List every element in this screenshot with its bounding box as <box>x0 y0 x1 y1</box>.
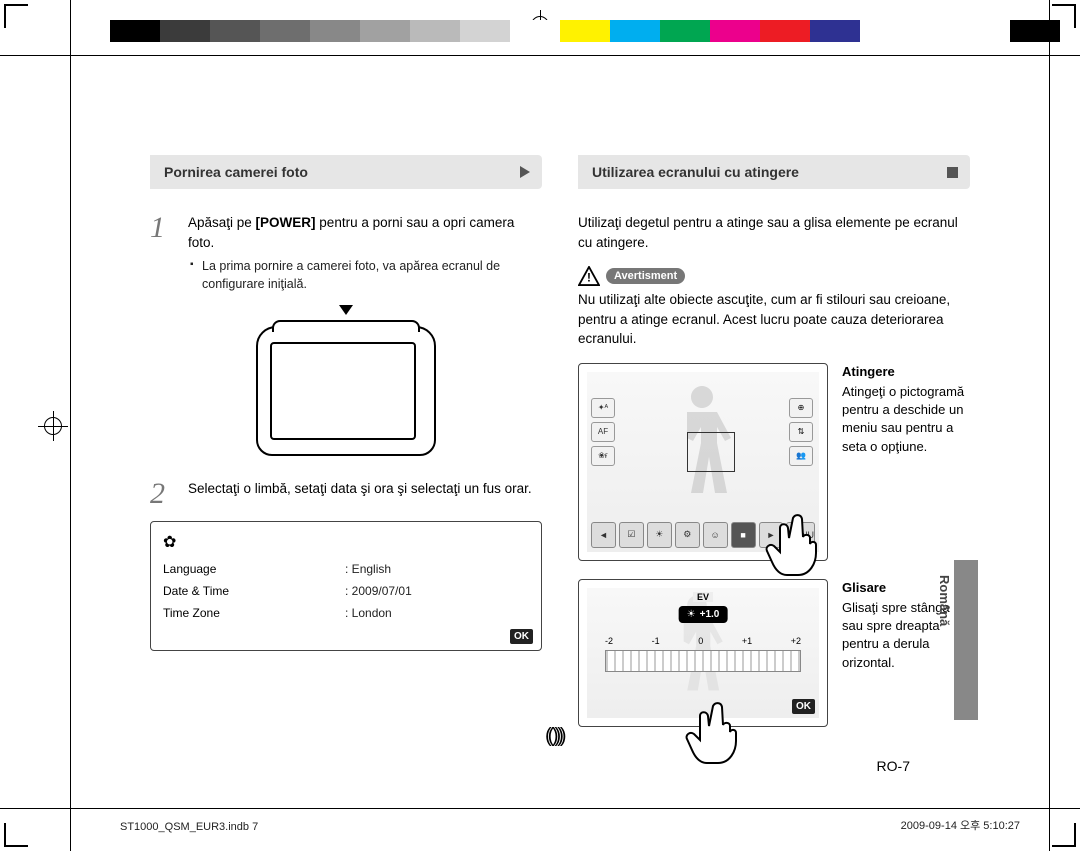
crop-mark <box>4 4 28 28</box>
ok-badge: OK <box>792 699 815 714</box>
ev-badge: ☀ +1.0 <box>679 606 728 623</box>
step-text: Selectaţi o limbă, setaţi data şi ora şi… <box>188 479 542 509</box>
warning-text: Nu utilizaţi alte obiecte ascuţite, cum … <box>578 290 970 349</box>
step-text: Apăsaţi pe [POWER] pentru a porni sau a … <box>188 213 542 293</box>
warning-header: ! Avertisment <box>578 266 970 286</box>
scale-labels: -2-10+1+2 <box>605 636 801 646</box>
hand-icon <box>685 700 745 770</box>
touch-screen-1: ✦ᴬAF❀ғ ⊕⇅👥 ◄☑☀⚙☺■►MENU <box>578 363 828 561</box>
intro-text: Utilizaţi degetul pentru a atinge sau a … <box>578 213 970 252</box>
swipe-figure: EV ☀ +1.0 -2-10+1+2 OK (( )))) Glisare G… <box>578 579 970 727</box>
section-ribbon-power: Pornirea camerei foto <box>150 155 542 189</box>
footer-timestamp: 2009-09-14 오후 5:10:27 <box>901 817 1020 833</box>
ev-label: EV <box>693 592 713 602</box>
step-number: 1 <box>150 213 176 293</box>
warning-label: Avertisment <box>606 268 685 284</box>
touch-screen-2: EV ☀ +1.0 -2-10+1+2 OK (( )))) <box>578 579 828 727</box>
play-icon <box>520 166 530 178</box>
camera-outline <box>256 326 436 456</box>
warning-icon: ! <box>578 266 600 286</box>
text: Atingeţi o pictogramă pentru a deschide … <box>842 384 964 454</box>
stop-icon <box>947 167 958 178</box>
power-key: [POWER] <box>256 215 316 230</box>
left-column: Pornirea camerei foto 1 Apăsaţi pe [POWE… <box>150 155 542 745</box>
rule <box>1049 0 1050 851</box>
page-number: RO-7 <box>877 758 910 774</box>
hand-icon <box>765 512 825 582</box>
step-1: 1 Apăsaţi pe [POWER] pentru a porni sau … <box>150 213 542 293</box>
text: Apăsaţi pe <box>188 215 256 230</box>
motion-lines: (( )))) <box>545 725 563 748</box>
person-silhouette <box>657 586 737 706</box>
svg-text:!: ! <box>587 271 591 285</box>
crop-mark <box>4 823 28 847</box>
step-2: 2 Selectaţi o limbă, setaţi data şi ora … <box>150 479 542 509</box>
registration-mark <box>38 411 68 441</box>
page-content: Pornirea camerei foto 1 Apăsaţi pe [POWE… <box>150 155 970 745</box>
language-tab-label: Română <box>937 575 952 626</box>
touch-description: Atingere Atingeţi o pictogramă pentru a … <box>842 363 970 561</box>
step-number: 2 <box>150 479 176 509</box>
section-ribbon-touch: Utilizarea ecranului cu atingere <box>578 155 970 189</box>
ribbon-title: Pornirea camerei foto <box>164 164 308 180</box>
rule <box>0 808 1080 809</box>
ev-value: +1.0 <box>700 609 720 620</box>
settings-panel: ✿ Language: EnglishDate & Time: 2009/07/… <box>150 521 542 651</box>
focus-box <box>687 432 735 472</box>
touch-figure: ✦ᴬAF❀ғ ⊕⇅👥 ◄☑☀⚙☺■►MENU Atingere Atingeţi… <box>578 363 970 561</box>
left-icons: ✦ᴬAF❀ғ <box>591 398 617 470</box>
crop-mark <box>1052 823 1076 847</box>
settings-table: Language: EnglishDate & Time: 2009/07/01… <box>163 558 529 624</box>
ev-scale <box>605 650 801 672</box>
gear-icon: ✿ <box>163 532 529 552</box>
ribbon-title: Utilizarea ecranului cu atingere <box>592 164 799 180</box>
arrow-down-icon <box>339 305 353 315</box>
color-calibration-bar <box>110 20 1060 42</box>
ok-badge: OK <box>510 629 533 644</box>
rule <box>70 0 71 851</box>
right-column: Utilizarea ecranului cu atingere Utiliza… <box>578 155 970 745</box>
rule <box>0 55 1080 56</box>
right-icons: ⊕⇅👥 <box>789 398 815 470</box>
camera-illustration <box>150 305 542 461</box>
text: Glisaţi spre stânga sau spre dreapta pen… <box>842 600 950 670</box>
language-tab <box>954 560 978 720</box>
footer-filename: ST1000_QSM_EUR3.indb 7 <box>120 821 258 833</box>
bullet: La prima pornire a camerei foto, va apăr… <box>190 258 542 293</box>
heading: Atingere <box>842 363 970 381</box>
